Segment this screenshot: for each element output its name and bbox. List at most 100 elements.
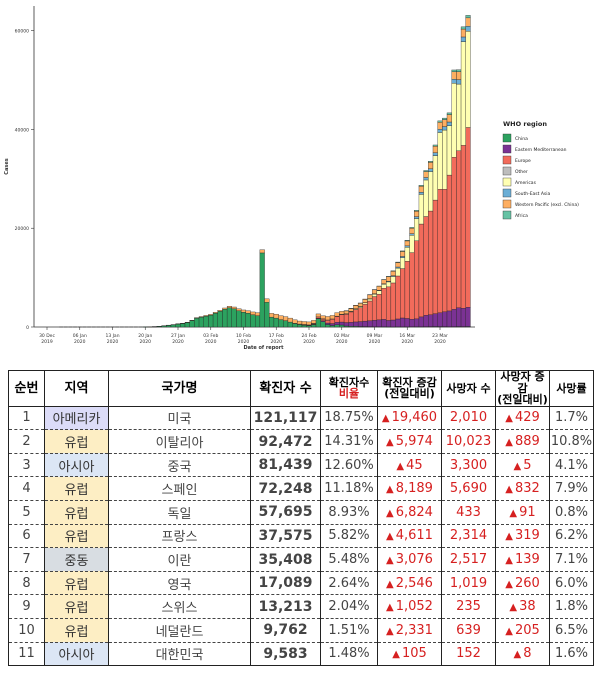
increase-triangle-icon: ▲ bbox=[505, 555, 513, 566]
cell-cases: 9,583 bbox=[250, 642, 321, 667]
bar-segment bbox=[442, 119, 448, 127]
cell-cases-value: 57,695 bbox=[258, 504, 313, 521]
bar-segment bbox=[240, 312, 247, 328]
cell-country: 이탈리아 bbox=[108, 429, 251, 454]
bar-segment bbox=[339, 314, 345, 323]
bar-segment bbox=[423, 179, 429, 217]
y-tick-label: 40000 bbox=[15, 127, 29, 133]
bar-segment bbox=[451, 309, 457, 327]
cell-death-increase: ▲ 8 bbox=[495, 642, 550, 667]
bar-segment bbox=[367, 300, 373, 321]
legend-swatch bbox=[502, 166, 512, 176]
bar-segment bbox=[432, 152, 438, 156]
bar-segment bbox=[465, 15, 471, 19]
bar-segment bbox=[283, 316, 289, 321]
x-tick-label-year: 2020 bbox=[434, 339, 446, 345]
bar-segment bbox=[414, 318, 420, 327]
x-tick-label: 30 Dec bbox=[39, 333, 55, 339]
bar-segment bbox=[376, 293, 382, 321]
bar-segment bbox=[287, 317, 293, 323]
bar-segment bbox=[325, 319, 331, 324]
cell-case-increase: ▲ 45 bbox=[377, 453, 442, 478]
bar-segment bbox=[418, 186, 424, 193]
cell-region: 아시아 bbox=[44, 642, 109, 667]
bar-segment bbox=[395, 275, 401, 320]
increase-triangle-icon: ▲ bbox=[386, 484, 394, 496]
bar-segment bbox=[404, 240, 410, 242]
bar-segment bbox=[451, 79, 457, 84]
bar-segment bbox=[465, 31, 471, 128]
cell-country: 프랑스 bbox=[108, 524, 251, 549]
cell-death-rate-value: 6.2% bbox=[554, 528, 589, 544]
increase-triangle-icon: ▲ bbox=[505, 531, 513, 543]
table-header-row: 순번 지역 국가명 확진자 수 확진자수 비율 확진자 증감 (전일대비) 사망자 … bbox=[8, 370, 594, 407]
epi-curve-chart: 0 20000 40000 60000 Cases 30 Dec 2019 06 Jan 202… bbox=[4, 6, 579, 351]
cell-case-increase-value: 6,824 bbox=[395, 504, 433, 520]
cell-death-rate-value: 1.6% bbox=[554, 646, 589, 662]
cell-deaths: 2,314 bbox=[441, 524, 496, 549]
bar-segment bbox=[212, 312, 218, 314]
x-tick-label: 06 Jan bbox=[73, 333, 87, 339]
increase-triangle-icon: ▲ bbox=[386, 602, 394, 614]
bar-segment bbox=[269, 316, 275, 328]
cell-case-increase-value: 3,076 bbox=[395, 552, 433, 567]
bar-segment bbox=[278, 319, 284, 328]
header-deaths: 사망자 수 bbox=[441, 370, 496, 407]
bar-segment bbox=[456, 69, 462, 72]
bar-segment bbox=[236, 308, 242, 311]
bar-segment bbox=[208, 314, 214, 316]
cell-country: 독일 bbox=[108, 500, 251, 525]
bar-segment bbox=[325, 316, 331, 321]
cell-ratio-value: 1.51% bbox=[328, 622, 370, 638]
x-tick-label: 24 Feb bbox=[301, 333, 316, 339]
cell-deaths: 2,010 bbox=[441, 406, 496, 431]
legend-swatch bbox=[502, 133, 512, 143]
header-ratio: 확진자수 비율 bbox=[320, 370, 378, 407]
bar-segment bbox=[409, 319, 415, 327]
x-tick-label-year: 2020 bbox=[271, 339, 283, 345]
bar-segment bbox=[428, 314, 434, 327]
cell-deaths-value: 235 bbox=[456, 599, 481, 615]
cell-cases: 121,117 bbox=[250, 406, 321, 431]
cell-region-value: 유럽 bbox=[64, 483, 89, 499]
cell-region: 유럽 bbox=[44, 429, 109, 454]
cell-deaths: 1,019 bbox=[441, 571, 496, 596]
increase-triangle-icon: ▲ bbox=[386, 437, 394, 449]
bar-segment bbox=[255, 315, 261, 328]
bar-segment bbox=[400, 257, 406, 269]
bar-segment bbox=[376, 290, 382, 295]
cell-rank: 9 bbox=[8, 594, 45, 619]
x-tick-label-year: 2019 bbox=[41, 339, 53, 345]
cell-ratio: 1.48% bbox=[320, 642, 378, 667]
legend-title: WHO region bbox=[503, 120, 547, 128]
bar-segment bbox=[329, 315, 335, 320]
bar-segment bbox=[231, 306, 237, 309]
cell-country-value: 스위스 bbox=[161, 601, 198, 617]
bar-segment bbox=[428, 162, 434, 169]
bar-segment bbox=[367, 320, 373, 327]
bar-segment bbox=[381, 288, 387, 320]
cell-country-value: 프랑스 bbox=[161, 530, 198, 546]
cell-death-rate: 1.7% bbox=[549, 406, 594, 431]
bar-segment bbox=[273, 317, 279, 328]
table-row: 5 유럽 독일 57,695 8.93% ▲ 6,824 433 ▲ 91 0.8% bbox=[8, 500, 594, 525]
bar-segment bbox=[198, 316, 204, 328]
increase-triangle-icon: ▲ bbox=[396, 460, 405, 472]
increase-triangle-icon: ▲ bbox=[386, 625, 394, 637]
cell-deaths: 3,300 bbox=[441, 453, 496, 478]
y-tick-label: 20000 bbox=[15, 226, 29, 232]
bar-segment bbox=[269, 313, 275, 318]
cell-rank: 5 bbox=[8, 500, 45, 525]
bar-segment bbox=[320, 321, 326, 328]
bar-segment bbox=[250, 311, 256, 315]
cell-case-increase-value: 2,546 bbox=[395, 575, 433, 591]
bar-segment bbox=[371, 320, 378, 327]
cell-country: 스위스 bbox=[108, 594, 251, 619]
bar-segment bbox=[409, 235, 415, 253]
cell-case-increase: ▲ 1,052 bbox=[377, 594, 442, 619]
bar-segment bbox=[367, 294, 373, 299]
legend-swatch bbox=[502, 188, 512, 198]
cell-death-rate-value: 10.8% bbox=[550, 434, 593, 450]
increase-triangle-icon: ▲ bbox=[505, 484, 513, 496]
cell-deaths: 639 bbox=[441, 618, 496, 643]
